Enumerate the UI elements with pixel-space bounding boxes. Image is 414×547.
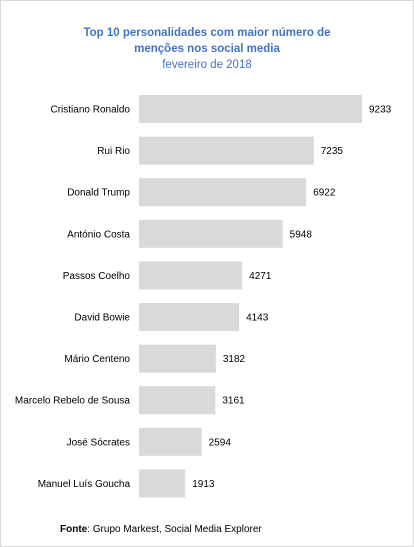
bar-8 [139, 386, 216, 415]
bar-4 [139, 219, 283, 248]
source-text: : Grupo Markest, Social Media Explorer [87, 524, 262, 535]
value-label-10: 1913 [192, 479, 215, 490]
bar-9 [139, 427, 202, 456]
value-label-4: 5948 [290, 229, 313, 240]
chart-title-line-2: menções nos social media [134, 43, 280, 55]
value-label-6: 4143 [246, 313, 269, 324]
bar-10 [139, 469, 186, 498]
chart-subtitle: fevereiro de 2018 [162, 59, 252, 71]
source-note: Fonte: Grupo Markest, Social Media Explo… [60, 524, 262, 535]
value-label-7: 3182 [223, 354, 246, 365]
bar-1 [139, 95, 362, 123]
category-label-7: Mário Centeno [64, 354, 130, 365]
bar-7 [139, 344, 216, 373]
category-label-8: Marcelo Rebelo de Sousa [15, 396, 131, 407]
value-label-1: 9233 [369, 105, 392, 116]
category-label-5: Passos Coelho [63, 271, 131, 282]
chart-title: Top 10 personalidades com maior número d… [0, 25, 414, 73]
category-label-10: Manuel Luís Goucha [38, 479, 131, 490]
bar-2 [139, 136, 314, 165]
chart-title-line-1: Top 10 personalidades com maior número d… [83, 27, 331, 39]
category-label-3: Donald Trump [67, 188, 130, 199]
value-label-8: 3161 [222, 396, 245, 407]
bar-5 [139, 261, 243, 290]
category-label-2: Rui Rio [97, 146, 130, 157]
category-label-9: José Sócrates [67, 437, 130, 448]
value-label-5: 4271 [249, 271, 272, 282]
category-label-4: António Costa [67, 229, 130, 240]
source-label: Fonte [60, 524, 88, 535]
category-label-1: Cristiano Ronaldo [51, 105, 131, 116]
bar-3 [139, 178, 307, 207]
value-label-2: 7235 [321, 146, 344, 157]
value-label-9: 2594 [209, 437, 232, 448]
value-label-3: 6922 [313, 188, 336, 199]
bar-6 [139, 303, 240, 331]
category-label-6: David Bowie [74, 313, 130, 324]
